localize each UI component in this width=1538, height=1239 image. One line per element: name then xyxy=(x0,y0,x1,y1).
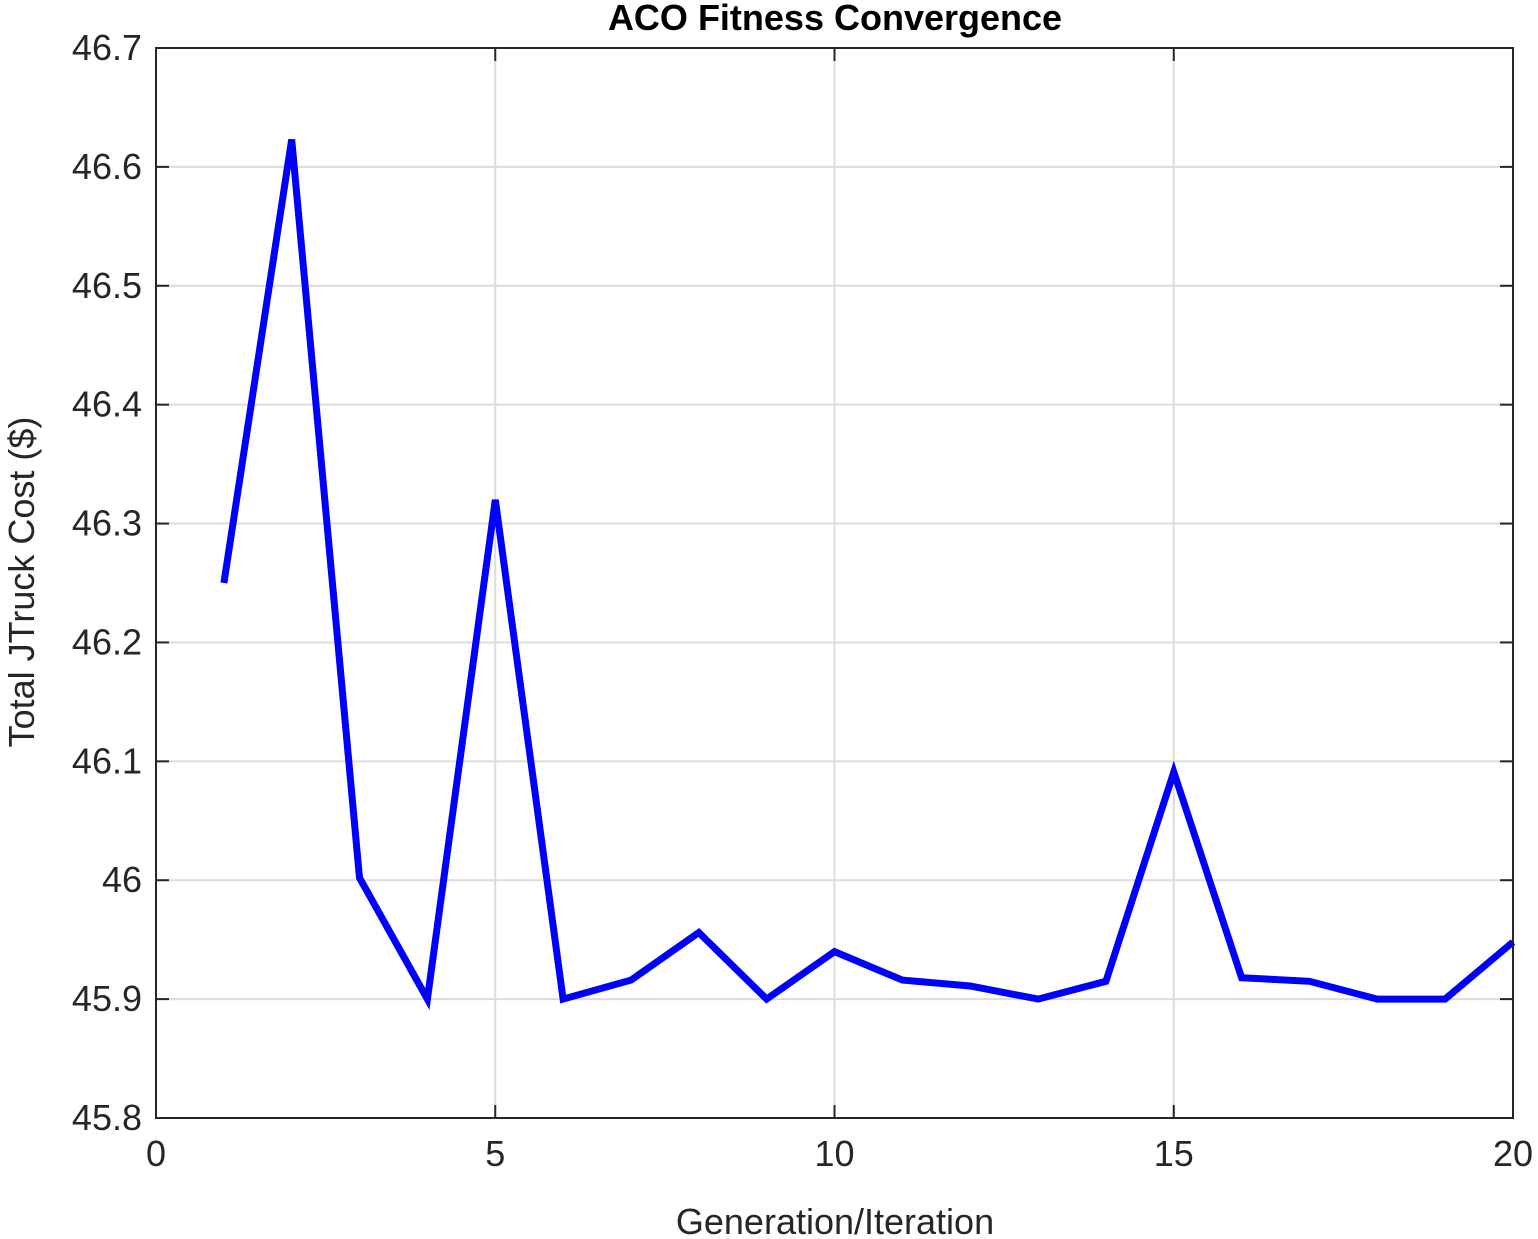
x-tick-label: 15 xyxy=(1154,1133,1194,1174)
y-tick-label: 46.5 xyxy=(72,265,142,306)
x-axis-label: Generation/Iteration xyxy=(676,1201,994,1239)
y-tick-label: 46.6 xyxy=(72,146,142,187)
x-tick-label: 20 xyxy=(1493,1133,1533,1174)
chart-title: ACO Fitness Convergence xyxy=(608,0,1062,38)
axes-frame xyxy=(155,47,1514,1119)
y-tick-label: 45.9 xyxy=(72,978,142,1019)
grid-lines xyxy=(156,48,1513,1118)
y-tick-label: 46.7 xyxy=(72,27,142,68)
y-tick-label: 46.4 xyxy=(72,384,142,425)
x-tick-label: 0 xyxy=(146,1133,166,1174)
y-tick-label: 46 xyxy=(102,859,142,900)
y-axis-label: Total JTruck Cost ($) xyxy=(1,417,42,748)
series-layer xyxy=(220,138,1516,1010)
y-tick-label: 46.3 xyxy=(72,503,142,544)
y-tick-label: 46.2 xyxy=(72,621,142,662)
x-tick-label: 10 xyxy=(814,1133,854,1174)
series-line xyxy=(220,138,1516,1010)
x-tick-label: 5 xyxy=(485,1133,505,1174)
tick-labels: 0 5 10 15 20 45.8 45.9 46 46.1 46.2 46.3 46.4 46.5 46… xyxy=(72,27,1533,1174)
y-tick-label: 46.1 xyxy=(72,740,142,781)
y-tick-label: 45.8 xyxy=(72,1097,142,1138)
